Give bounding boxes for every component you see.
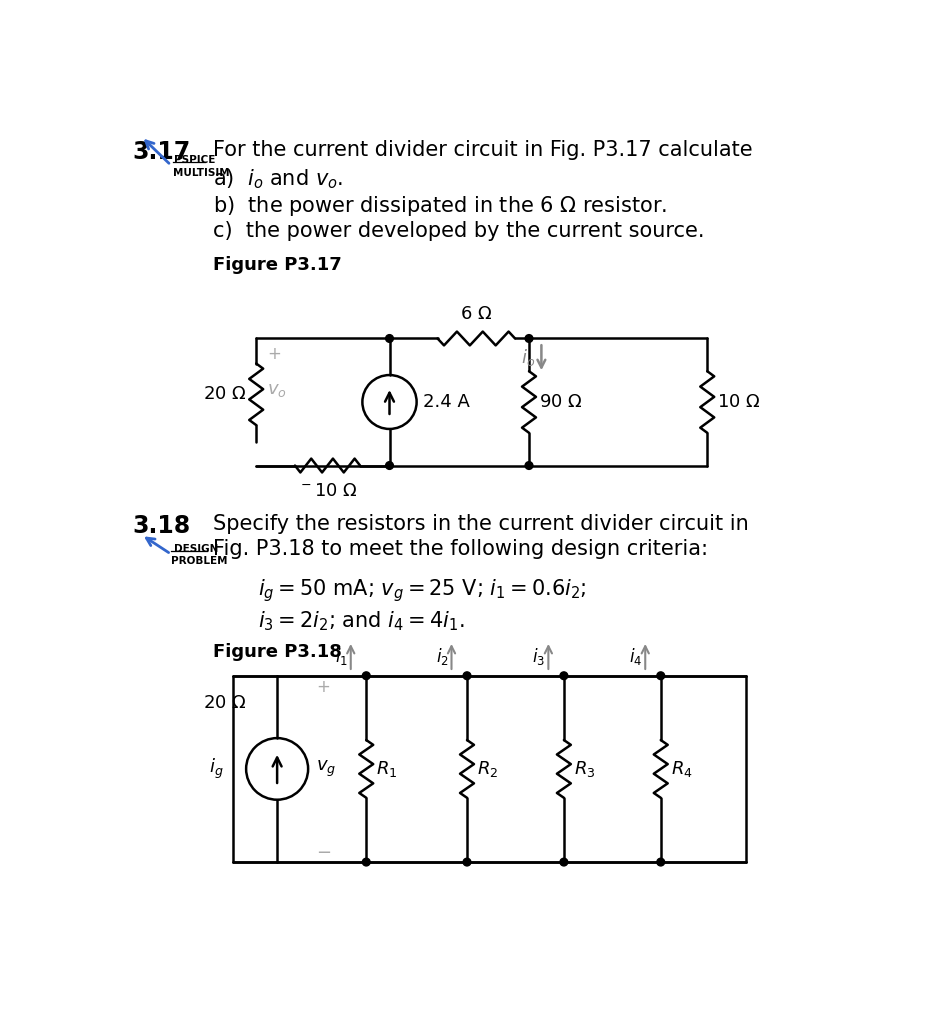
Text: Specify the resistors in the current divider circuit in: Specify the resistors in the current div… [213, 514, 748, 535]
Circle shape [362, 672, 370, 680]
Text: $i_2$: $i_2$ [435, 646, 448, 667]
Text: $R_2$: $R_2$ [477, 759, 499, 779]
Text: MULTISIM: MULTISIM [172, 168, 229, 177]
Text: $i_g$: $i_g$ [209, 757, 223, 781]
Text: Figure P3.18: Figure P3.18 [213, 643, 342, 660]
Text: PSPICE: PSPICE [174, 156, 216, 165]
Text: c)  the power developed by the current source.: c) the power developed by the current so… [213, 221, 705, 242]
Text: $v_g$: $v_g$ [316, 759, 336, 779]
Text: $i_1$: $i_1$ [335, 646, 347, 667]
Circle shape [525, 335, 533, 342]
Circle shape [386, 335, 394, 342]
Text: PROBLEM: PROBLEM [171, 556, 227, 566]
Text: $R_4$: $R_4$ [671, 759, 692, 779]
Circle shape [657, 672, 665, 680]
Text: $i_g = 50$ mA; $v_g = 25$ V; $i_1 = 0.6i_2$;: $i_g = 50$ mA; $v_g = 25$ V; $i_1 = 0.6i… [257, 578, 587, 604]
Text: 2.4 A: 2.4 A [423, 393, 470, 411]
Text: For the current divider circuit in Fig. P3.17 calculate: For the current divider circuit in Fig. … [213, 140, 752, 160]
Text: 6 $\Omega$: 6 $\Omega$ [460, 305, 492, 324]
Text: $i_o$: $i_o$ [521, 347, 535, 369]
Text: 3.17: 3.17 [132, 140, 190, 164]
Text: Fig. P3.18 to meet the following design criteria:: Fig. P3.18 to meet the following design … [213, 539, 708, 559]
Text: 20 $\Omega$: 20 $\Omega$ [203, 694, 247, 712]
Circle shape [386, 462, 394, 469]
Text: DESIGN: DESIGN [174, 544, 219, 554]
Circle shape [560, 858, 568, 866]
Text: 20 $\Omega$: 20 $\Omega$ [203, 385, 247, 403]
Circle shape [525, 462, 533, 469]
Circle shape [464, 672, 471, 680]
Text: $i_3$: $i_3$ [533, 646, 545, 667]
Text: 90 $\Omega$: 90 $\Omega$ [539, 393, 583, 411]
Text: $^-$10 $\Omega$: $^-$10 $\Omega$ [298, 482, 358, 501]
Text: $v_o$: $v_o$ [267, 382, 287, 399]
Text: 10 $\Omega$: 10 $\Omega$ [717, 393, 761, 411]
Text: Figure P3.17: Figure P3.17 [213, 256, 342, 274]
Circle shape [464, 858, 471, 866]
Text: $i_4$: $i_4$ [629, 646, 642, 667]
Circle shape [657, 858, 665, 866]
Circle shape [362, 858, 370, 866]
Text: a)  $i_o$ and $v_o$.: a) $i_o$ and $v_o$. [213, 168, 343, 191]
Text: +: + [316, 678, 330, 696]
Text: b)  the power dissipated in the 6 $\Omega$ resistor.: b) the power dissipated in the 6 $\Omega… [213, 195, 667, 218]
Circle shape [560, 672, 568, 680]
Text: +: + [267, 345, 281, 362]
Text: $R_1$: $R_1$ [377, 759, 397, 779]
Text: $R_3$: $R_3$ [574, 759, 595, 779]
Text: $-$: $-$ [316, 842, 331, 859]
Text: 3.18: 3.18 [132, 514, 190, 538]
Text: $i_3 = 2i_2$; and $i_4 = 4i_1$.: $i_3 = 2i_2$; and $i_4 = 4i_1$. [257, 609, 464, 633]
